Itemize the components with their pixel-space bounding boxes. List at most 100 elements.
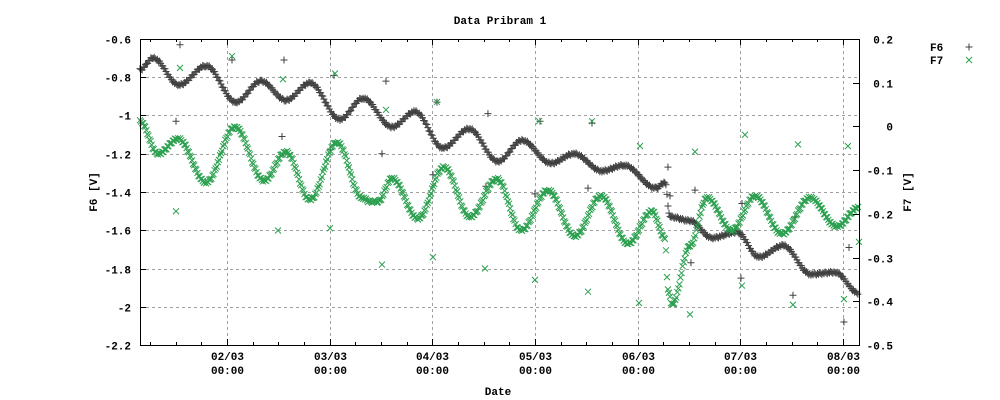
outlier-point (228, 56, 236, 64)
x-tick-label: 04/03 (416, 352, 449, 364)
grid (140, 39, 859, 345)
data-point (683, 247, 691, 255)
data-point (731, 224, 739, 232)
data-point (347, 107, 355, 115)
outlier-point (844, 142, 852, 150)
data-point (689, 217, 697, 225)
data-point (649, 208, 657, 216)
x-tick-label: 02/03 (211, 352, 244, 364)
outlier-point (687, 259, 695, 267)
data-point (476, 203, 484, 210)
data-point (532, 204, 540, 211)
data-point (340, 147, 347, 154)
x-tick-label-time: 00:00 (724, 366, 757, 378)
data-point (679, 262, 686, 270)
data-point (227, 125, 235, 133)
data-point (297, 181, 305, 189)
outlier-point (484, 110, 492, 118)
x-tick-label: 05/03 (519, 352, 552, 364)
data-point (662, 246, 670, 254)
y-tick-label: -2 (118, 304, 131, 316)
data-point (321, 98, 329, 106)
data-point (635, 226, 643, 234)
data-point (344, 161, 352, 169)
data-point (375, 196, 383, 204)
y-tick-label: -1.8 (105, 266, 132, 278)
data-point (451, 182, 459, 189)
y2-tick-label: 0.1 (873, 80, 893, 92)
y-tick-label: -1.2 (105, 151, 131, 163)
data-point (289, 155, 296, 163)
x-tick-label: 08/03 (827, 352, 860, 364)
data-point (308, 194, 316, 202)
data-point (285, 151, 293, 159)
data-point (739, 212, 747, 219)
legend-label-f7: F7 (930, 56, 943, 68)
data-point (318, 173, 326, 181)
data-point (793, 210, 801, 218)
outlier-point (584, 288, 592, 296)
x-tick-label: 07/03 (724, 352, 757, 364)
data-point (479, 196, 487, 204)
data-point (324, 102, 332, 110)
data-point (324, 151, 332, 158)
data-point (247, 155, 255, 162)
data-point (431, 176, 439, 183)
data-point (672, 294, 680, 301)
legend-marker-glyph (965, 56, 973, 64)
data-point (205, 176, 213, 184)
data-point (380, 191, 387, 198)
data-point (656, 223, 663, 231)
data-point (426, 192, 434, 200)
data-point (854, 290, 862, 298)
outlier-point (845, 243, 853, 251)
data-point (817, 204, 825, 212)
data-point (507, 209, 515, 217)
data-point (853, 205, 861, 213)
data-point (666, 293, 674, 300)
data-point (145, 132, 152, 139)
series-f7 (136, 52, 863, 318)
outlier-point (686, 311, 694, 318)
data-point (346, 168, 354, 176)
data-point (455, 194, 463, 201)
data-point (210, 170, 217, 178)
data-point (611, 217, 619, 225)
y2-tick-label: -0.3 (867, 255, 894, 267)
x-tick-label-time: 00:00 (416, 366, 449, 378)
data-point (330, 139, 338, 147)
data-point (381, 187, 388, 194)
y-tick-label: -0.6 (105, 36, 131, 48)
data-point (348, 104, 356, 112)
data-point (217, 149, 225, 157)
data-point (270, 165, 278, 173)
data-point (609, 211, 617, 219)
data-point (710, 200, 717, 207)
data-point (743, 239, 751, 247)
data-point (425, 127, 433, 135)
data-point (663, 273, 671, 281)
outlier-point (840, 318, 848, 326)
legend: F6 F7 (930, 43, 973, 68)
data-point (351, 182, 358, 189)
outlier-point (691, 186, 699, 194)
data-point (294, 171, 302, 179)
outlier-point (737, 274, 745, 282)
data-point (601, 196, 609, 203)
data-point (293, 169, 301, 177)
legend-marker-f6 (965, 43, 973, 51)
data-point (481, 191, 489, 199)
data-point (588, 203, 596, 211)
data-point (422, 205, 429, 213)
data-point (468, 125, 476, 133)
outlier-point (536, 117, 544, 125)
data-point (613, 222, 621, 230)
data-point (664, 202, 672, 210)
data-point (346, 107, 354, 115)
data-point (558, 210, 566, 217)
data-point (675, 285, 682, 292)
data-point (212, 165, 220, 172)
data-point (638, 220, 646, 228)
x-tick-label: 03/03 (314, 352, 347, 364)
